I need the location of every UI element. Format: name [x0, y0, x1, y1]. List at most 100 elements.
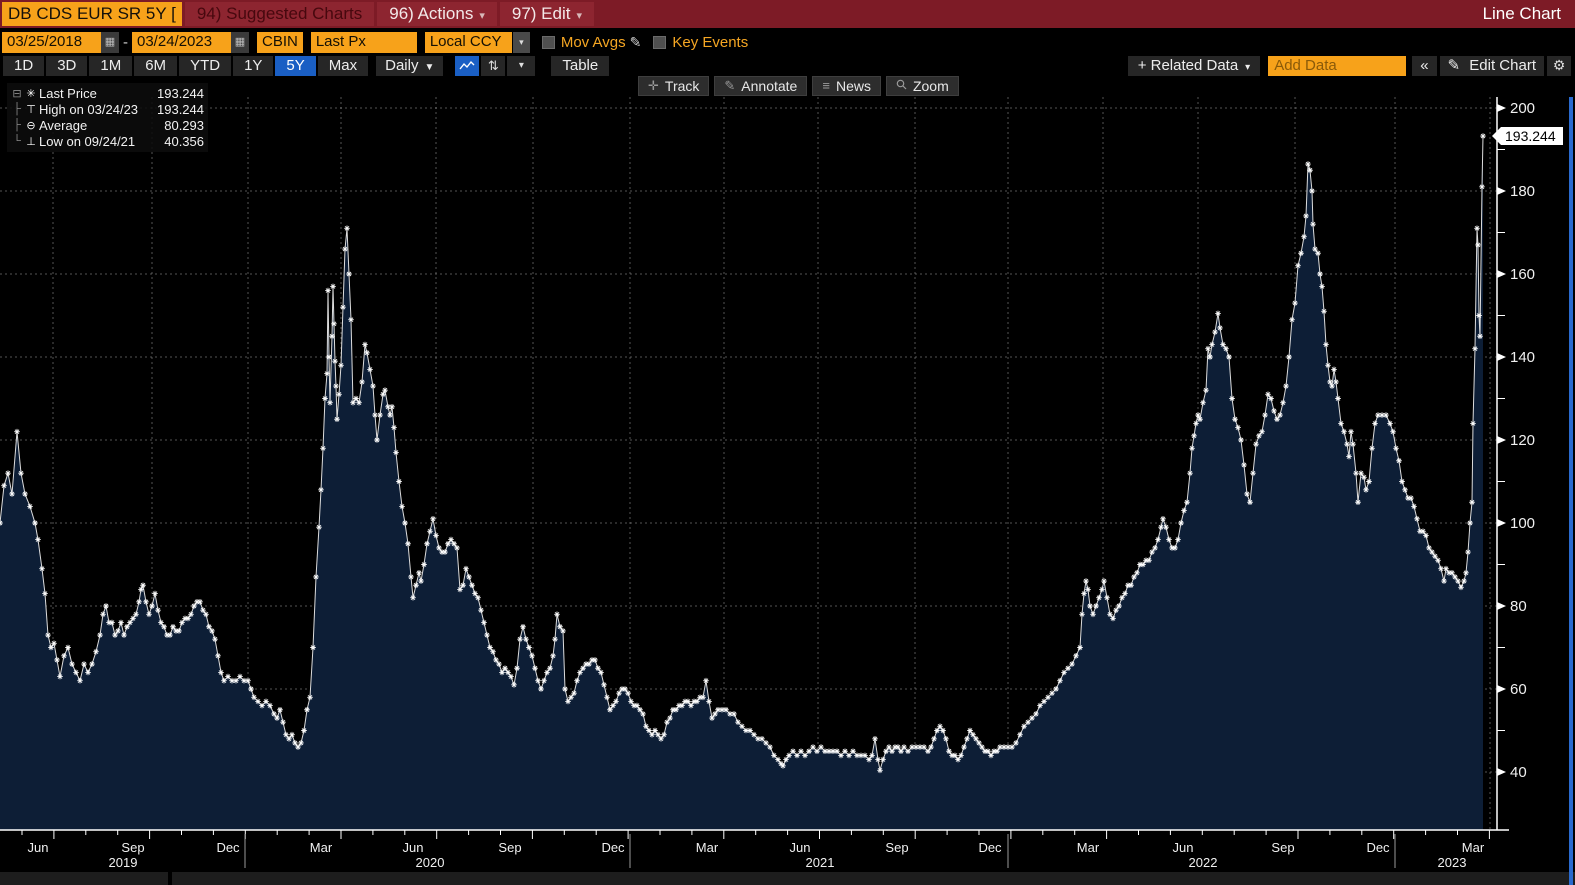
svg-text:100: 100: [1510, 515, 1535, 532]
currency-select[interactable]: Local CCY: [424, 31, 512, 53]
zoom-button[interactable]: Zoom: [885, 76, 959, 96]
bottom-status-strip: [0, 872, 1575, 885]
window-right-border: [1569, 97, 1573, 885]
news-button[interactable]: ≡ News: [812, 76, 881, 96]
svg-text:Sep: Sep: [121, 840, 144, 855]
chevron-down-icon: ▼: [424, 61, 435, 73]
svg-text:80: 80: [1510, 598, 1527, 615]
pencil-icon[interactable]: ✎: [629, 33, 642, 50]
menu-suggested-charts[interactable]: 94) Suggested Charts: [184, 2, 375, 26]
source-field[interactable]: CBIN: [257, 31, 303, 53]
chevron-down-icon: ▾: [479, 10, 485, 22]
mov-avgs-checkbox[interactable]: [541, 35, 555, 49]
svg-text:Dec: Dec: [1366, 840, 1390, 855]
legend-last-price-row: ⊟ ✳ Last Price 193.244: [12, 85, 204, 101]
add-data-input[interactable]: Add Data: [1268, 55, 1407, 76]
price-chart[interactable]: 40 60 80 100 120 140 160 180 200 Jun Sep Dec Mar Jun S…: [0, 97, 1575, 868]
pencil-icon: ✎: [724, 78, 736, 93]
svg-text:Jun: Jun: [1173, 840, 1194, 855]
tab-range-1m[interactable]: 1M: [89, 55, 133, 76]
last-price-value: 193.244: [157, 85, 204, 101]
svg-text:2022: 2022: [1189, 855, 1218, 868]
svg-text:Dec: Dec: [601, 840, 625, 855]
svg-text:40: 40: [1510, 764, 1527, 781]
average-marker-icon: ⊖: [26, 119, 36, 132]
frequency-select[interactable]: Daily ▼: [376, 55, 444, 76]
svg-text:200: 200: [1510, 100, 1535, 117]
svg-text:193.244: 193.244: [1505, 128, 1556, 144]
security-title-field[interactable]: DB CDS EUR SR 5Y [: [2, 2, 182, 26]
calendar-icon[interactable]: ▦: [101, 31, 119, 53]
svg-text:2023: 2023: [1438, 855, 1467, 868]
tab-range-3d[interactable]: 3D: [46, 55, 88, 76]
pencil-icon: ✎: [1447, 56, 1461, 74]
svg-text:2019: 2019: [109, 855, 138, 868]
star-marker-icon: ✳: [26, 87, 36, 100]
low-marker-icon: ⊥: [26, 135, 36, 148]
sort-arrows-icon: ⇅: [487, 57, 499, 73]
key-events-label[interactable]: Key Events: [672, 33, 749, 51]
average-value: 80.293: [164, 117, 204, 133]
price-field-select[interactable]: Last Px: [310, 31, 417, 53]
legend-average-row: ├ ⊖ Average 80.293: [13, 117, 204, 133]
more-chart-styles-button[interactable]: ▾: [507, 55, 536, 76]
edit-chart-button[interactable]: ✎ Edit Chart: [1439, 55, 1544, 76]
tab-range-1y[interactable]: 1Y: [233, 55, 274, 76]
chevron-down-icon: ▾: [576, 10, 582, 22]
svg-text:Sep: Sep: [885, 840, 908, 855]
collapse-box-icon[interactable]: ⊟: [12, 87, 22, 100]
calendar-icon[interactable]: ▦: [231, 31, 249, 53]
query-controls: 03/25/2018 ▦ - 03/24/2023 ▦ CBIN Last Px…: [0, 30, 1575, 54]
collapse-panel-button[interactable]: «: [1412, 55, 1437, 76]
gear-icon[interactable]: ⚙: [1547, 55, 1571, 76]
svg-text:140: 140: [1510, 349, 1535, 366]
chart-legend[interactable]: ⊟ ✳ Last Price 193.244 ├ ⊤ High on 03/24…: [7, 83, 208, 152]
low-value: 40.356: [164, 133, 204, 149]
svg-text:Dec: Dec: [978, 840, 1002, 855]
svg-text:Jun: Jun: [28, 840, 49, 855]
svg-text:Mar: Mar: [1077, 840, 1100, 855]
tab-range-max[interactable]: Max: [317, 55, 369, 76]
svg-text:160: 160: [1510, 266, 1535, 283]
menu-edit[interactable]: 97) Edit ▾: [499, 2, 594, 26]
line-chart-icon: [459, 60, 475, 69]
svg-text:Mar: Mar: [696, 840, 719, 855]
svg-text:60: 60: [1510, 681, 1527, 698]
tab-range-5y[interactable]: 5Y: [275, 55, 316, 76]
legend-low-row: └ ⊥ Low on 09/24/21 40.356: [13, 133, 204, 149]
date-to-field[interactable]: 03/24/2023: [132, 31, 231, 53]
high-marker-icon: ⊤: [26, 103, 36, 116]
key-events-checkbox[interactable]: [653, 35, 667, 49]
svg-text:2021: 2021: [806, 855, 835, 868]
menu-actions[interactable]: 96) Actions ▾: [377, 2, 497, 26]
svg-text:120: 120: [1510, 432, 1535, 449]
svg-text:Dec: Dec: [216, 840, 240, 855]
high-value: 193.244: [157, 101, 204, 117]
line-chart-style-button[interactable]: [455, 55, 480, 76]
news-icon: ≡: [822, 78, 830, 93]
svg-text:Mar: Mar: [1462, 840, 1485, 855]
compare-style-button[interactable]: ⇅: [481, 55, 506, 76]
mov-avgs-label[interactable]: Mov Avgs: [560, 33, 626, 51]
date-from-field[interactable]: 03/25/2018: [2, 31, 101, 53]
svg-text:Jun: Jun: [403, 840, 424, 855]
legend-high-row: ├ ⊤ High on 03/24/23 193.244: [13, 101, 204, 117]
chevron-down-icon[interactable]: ▾: [512, 31, 530, 53]
track-button[interactable]: ✛ Track: [638, 76, 710, 96]
tab-range-1d[interactable]: 1D: [3, 55, 45, 76]
range-toolbar: 1D 3D 1M 6M YTD 1Y 5Y Max Daily ▼ ⇅ ▾ Tab…: [0, 55, 1575, 76]
date-range-dash: -: [123, 33, 128, 51]
table-button[interactable]: Table: [551, 55, 610, 76]
chart-type-label: Line Chart: [1482, 4, 1561, 23]
svg-text:Sep: Sep: [1271, 840, 1294, 855]
chevron-down-icon: ▾: [1245, 61, 1251, 73]
related-data-button[interactable]: + Related Data ▾: [1127, 55, 1261, 76]
crosshair-icon: ✛: [648, 78, 659, 93]
annotate-button[interactable]: ✎ Annotate: [714, 76, 808, 96]
svg-text:Sep: Sep: [498, 840, 521, 855]
tab-range-ytd[interactable]: YTD: [179, 55, 232, 76]
svg-text:180: 180: [1510, 183, 1535, 200]
tab-range-6m[interactable]: 6M: [134, 55, 178, 76]
menubar: DB CDS EUR SR 5Y [ 94) Suggested Charts …: [0, 0, 1575, 28]
